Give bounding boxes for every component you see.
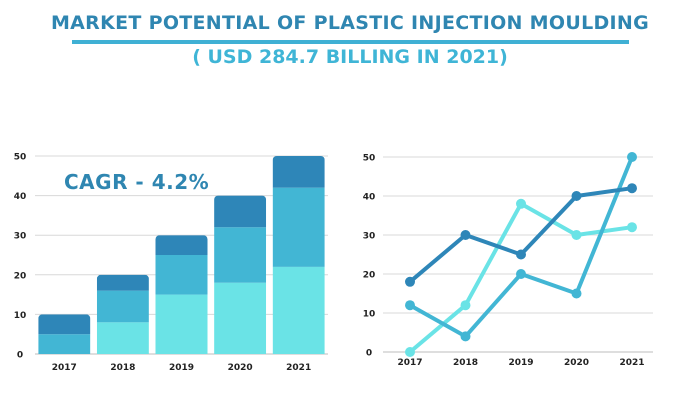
bar-segment-mid [96,290,149,323]
bar-segment-light [96,322,149,354]
line-x-tick-label: 2019 [508,358,533,368]
bar-segment-dark [96,274,149,291]
line-y-tick-label: 20 [363,271,376,281]
page-title: MARKET POTENTIAL OF PLASTIC INJECTION MO… [50,12,650,34]
line-point-light [627,222,637,233]
line-point-mid [571,288,582,299]
bar-x-tick-labels: 2017 2018 2019 2020 2021 [52,363,311,373]
bar-segment-light [214,282,267,354]
bar-stack-2020 [214,195,267,354]
line-point-mid [405,300,415,311]
bar-segment-light [272,266,325,354]
bar-stack-2019 [155,235,208,354]
bar-x-tick-label: 2017 [52,363,77,373]
bar-segment-light [155,294,208,354]
line-point-light [571,230,582,240]
bar-stack-2018 [96,274,149,354]
cagr-annotation: CAGR - 4.2% [64,170,210,194]
line-point-light [460,300,471,311]
line-y-tick-label: 10 [363,310,376,320]
line-point-dark [516,249,526,260]
bar-segment-mid [272,187,325,267]
line-series-mid [405,152,637,342]
bar-segment-mid [155,255,208,295]
line-point-mid [516,269,526,279]
line-point-mid [627,152,637,162]
bar-y-tick-label: 10 [14,311,27,321]
bar-segment-dark [214,195,267,228]
bar-x-tick-label: 2020 [228,363,253,373]
line-gridlines [383,156,653,353]
bar-segment-mid [38,334,91,354]
line-point-dark [627,183,637,194]
bar-segment-dark [272,156,325,188]
bar-y-tick-label: 30 [14,232,27,242]
bar-x-tick-label: 2018 [110,363,135,373]
line-x-tick-label: 2017 [397,358,422,368]
page-subtitle: ( USD 284.7 BILLING IN 2021) [192,46,508,68]
line-y-tick-label: 40 [363,193,376,203]
line-series-light [405,198,637,357]
line-path-mid [408,155,634,339]
bar-y-tick-label: 20 [14,271,27,281]
line-y-tick-labels: 0 10 20 30 40 50 [363,154,376,359]
line-y-tick-label: 30 [363,232,376,242]
bar-segment-dark [155,235,208,255]
line-series-group [405,152,637,357]
line-y-tick-label: 0 [366,349,372,359]
bar-x-tick-label: 2019 [169,363,194,373]
bar-y-tick-label: 40 [14,192,27,202]
line-x-tick-label: 2020 [564,358,589,368]
line-y-tick-label: 50 [363,154,376,164]
line-point-dark [571,191,582,201]
line-x-tick-labels: 2017 2018 2019 2020 2021 [397,358,644,368]
bar-stack-2021 [272,156,325,354]
line-x-tick-label: 2018 [453,358,478,368]
line-series-dark [405,183,637,287]
bar-stack-2017 [38,314,91,354]
line-x-tick-label: 2021 [619,358,644,368]
line-point-dark [460,230,471,240]
line-point-light [516,198,526,209]
bar-y-tick-label: 50 [14,153,27,163]
bar-segment-mid [214,227,267,283]
bar-y-tick-labels: 0 10 20 30 40 50 [14,153,27,361]
bar-bars [38,156,325,354]
line-point-light [405,347,415,357]
bar-segment-dark [38,314,91,335]
line-point-mid [460,331,471,342]
title-underline [72,40,629,44]
bar-x-tick-label: 2021 [286,363,311,373]
bar-y-tick-label: 0 [17,351,23,361]
line-point-dark [405,276,415,287]
